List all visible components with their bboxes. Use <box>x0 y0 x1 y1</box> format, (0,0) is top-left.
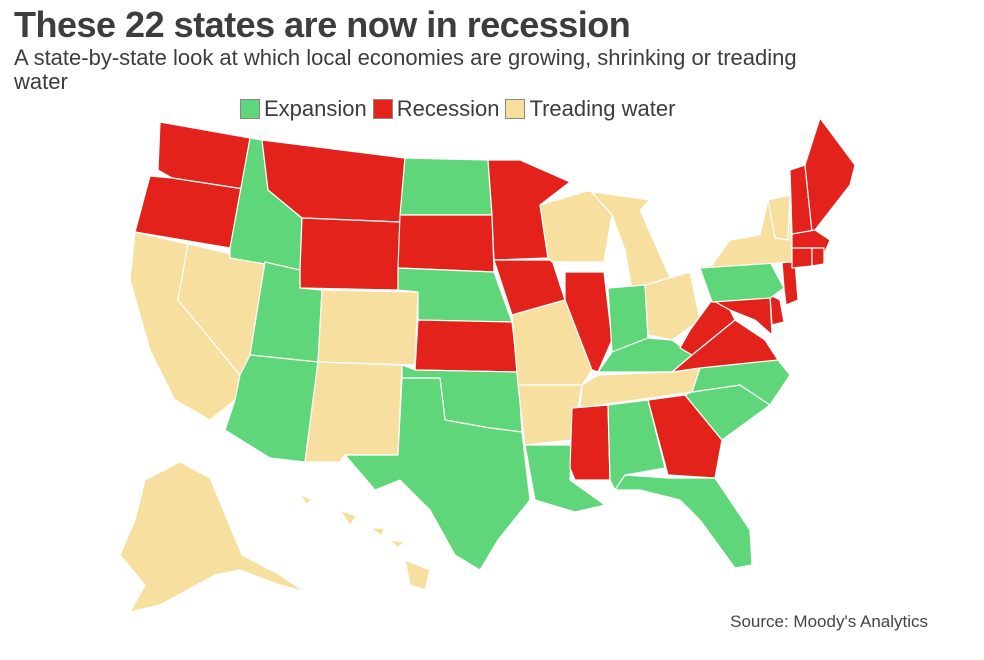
state-TX <box>344 377 531 571</box>
legend-item-expansion: Expansion <box>240 96 367 122</box>
state-CT <box>791 247 813 269</box>
legend-swatch-recession <box>372 99 393 119</box>
state-RI <box>811 247 825 267</box>
legend-item-treading: Treading water <box>505 96 675 122</box>
state-NJ <box>781 261 799 306</box>
state-SD <box>397 214 495 273</box>
legend: Expansion Recession Treading water <box>240 96 681 122</box>
state-OH <box>644 271 701 341</box>
state-FL <box>614 474 753 569</box>
state-MS <box>569 404 611 481</box>
source-note: Source: Moody's Analytics <box>730 612 928 631</box>
map-subtitle: A state-by-state look at which local eco… <box>14 45 797 94</box>
state-DE <box>769 294 785 326</box>
state-MA <box>791 229 831 253</box>
state-PA <box>699 261 785 303</box>
state-MO <box>511 299 593 386</box>
state-HI <box>299 493 431 591</box>
state-GA <box>647 394 723 479</box>
state-VT <box>767 194 791 241</box>
state-NM <box>304 361 403 463</box>
state-CO <box>317 289 419 366</box>
legend-label-recession: Recession <box>396 96 500 121</box>
state-AK <box>119 461 306 613</box>
state-WY <box>299 217 401 291</box>
legend-swatch-treading <box>505 99 526 119</box>
state-ND <box>399 157 493 216</box>
legend-label-expansion: Expansion <box>264 96 367 121</box>
legend-swatch-expansion <box>240 99 260 119</box>
state-ME <box>804 117 856 233</box>
map-title: These 22 states are now in recession <box>14 4 631 45</box>
legend-item-recession: Recession <box>372 96 500 122</box>
legend-label-treading: Treading water <box>529 96 676 121</box>
state-KS <box>414 319 519 373</box>
